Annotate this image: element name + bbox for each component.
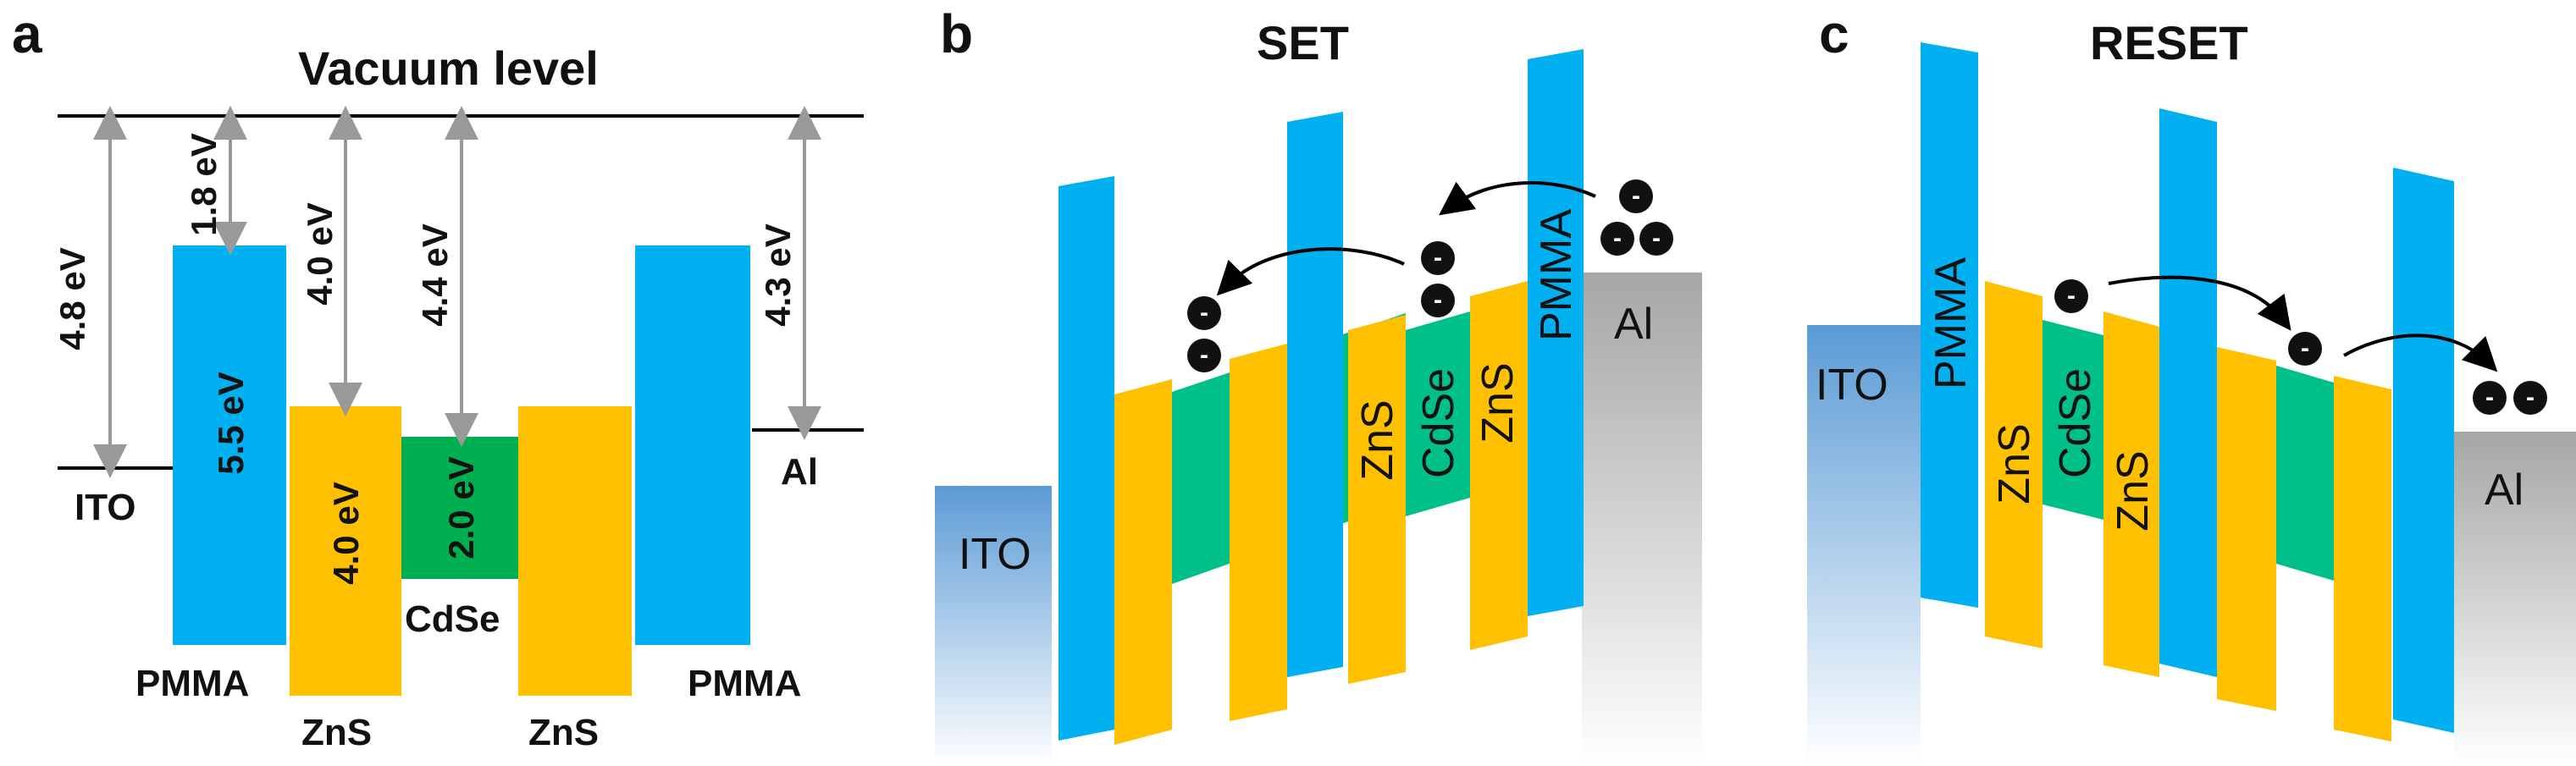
al-electrode-c — [2454, 432, 2576, 766]
electron-c2: - — [2288, 332, 2322, 366]
hop-arrow-b2 — [1439, 181, 1596, 216]
panel-b-letter: b — [940, 3, 973, 64]
pmma-left-label: PMMA — [135, 663, 249, 704]
ito-electrode-c — [1807, 325, 1921, 766]
zns-band-1 — [1114, 379, 1172, 745]
electron-b2: - — [1187, 339, 1221, 372]
electron-b6: - — [1600, 222, 1634, 256]
vacuum-level-title: Vacuum level — [298, 41, 599, 95]
svg-text:-: - — [1652, 224, 1661, 252]
svg-text:-: - — [1434, 244, 1442, 272]
pmma-barrier-c3 — [2393, 168, 2454, 733]
cdse-label-c: CdSe — [2051, 368, 2100, 478]
pmma-right-label: PMMA — [688, 663, 801, 704]
pmma-label-b: PMMA — [1532, 209, 1581, 341]
zns-band-c2 — [2103, 311, 2159, 677]
zns-gap-label: 4.0 eV — [326, 482, 366, 584]
zns-band-4 — [1470, 281, 1528, 650]
ito-electrode — [935, 486, 1052, 766]
zns-left-label: ZnS — [301, 712, 372, 753]
cdse-affinity-label: 4.4 eV — [415, 223, 455, 326]
svg-text:-: - — [1632, 182, 1640, 210]
pmma-barrier-2 — [1287, 112, 1343, 677]
al-workfunction-label: 4.3 eV — [758, 223, 798, 326]
cdse-gap-label: 2.0 eV — [441, 456, 481, 559]
cdse-label: CdSe — [405, 598, 500, 640]
svg-text:-: - — [1613, 224, 1622, 252]
pmma-barrier-1 — [1059, 176, 1114, 741]
ito-workfunction-label: 4.8 eV — [53, 247, 92, 350]
cdse-band — [401, 437, 518, 579]
zns-band-c1 — [1985, 281, 2043, 648]
hop-arrow-c1 — [2108, 275, 2291, 331]
hop-arrow-b1 — [1216, 247, 1405, 296]
al-electrode — [1582, 273, 1702, 766]
hop-arrow-c2 — [2343, 333, 2498, 372]
zns-label-b2: ZnS — [1473, 362, 1523, 443]
pmma-gap-label: 5.5 eV — [211, 372, 251, 474]
zns-left-band — [290, 406, 401, 696]
pmma-barrier-c1 — [1921, 42, 1978, 608]
pmma-left-band — [173, 245, 286, 645]
electron-b7: - — [1639, 222, 1673, 256]
svg-text:-: - — [2526, 383, 2535, 411]
svg-text:-: - — [1200, 341, 1208, 369]
zns-band-c4 — [2334, 376, 2391, 741]
panel-a-letter: a — [12, 3, 42, 64]
cdse-band-c2 — [2276, 366, 2334, 581]
ito-label-b: ITO — [959, 530, 1031, 579]
al-label: Al — [781, 451, 818, 493]
ito-label-c: ITO — [1816, 361, 1888, 410]
ito-label: ITO — [75, 487, 136, 528]
zns-affinity-label: 4.0 eV — [300, 202, 340, 305]
cdse-label-b: CdSe — [1414, 368, 1463, 478]
panel-a: a Vacuum level 4.8 eV 1.8 eV 4.0 eV 4.4 … — [12, 3, 864, 753]
electron-b4: - — [1421, 284, 1455, 317]
electron-c1: - — [2054, 279, 2088, 313]
zns-label-c2: ZnS — [2109, 450, 2158, 531]
zns-band-3 — [1348, 315, 1406, 684]
al-label-b: Al — [1614, 300, 1653, 349]
pmma-barrier-3 — [1528, 49, 1584, 616]
svg-text:-: - — [2301, 334, 2309, 362]
electron-b5: - — [1619, 179, 1653, 213]
electron-c3: - — [2473, 381, 2507, 415]
zns-band-2 — [1230, 344, 1287, 721]
svg-text:-: - — [2067, 282, 2076, 310]
svg-text:-: - — [2485, 383, 2494, 411]
pmma-right-band — [635, 245, 750, 645]
electron-b3: - — [1421, 241, 1455, 275]
cdse-band-2 — [1406, 311, 1470, 516]
zns-band-c3 — [2217, 347, 2276, 711]
cdse-band-c1 — [2043, 320, 2103, 520]
zns-label-b1: ZnS — [1353, 400, 1402, 480]
reset-title: RESET — [2090, 16, 2248, 69]
svg-text:-: - — [1434, 286, 1442, 314]
al-label-c: Al — [2485, 466, 2523, 515]
zns-label-c1: ZnS — [1990, 423, 2039, 504]
svg-text:-: - — [1200, 299, 1208, 327]
pmma-label-c: PMMA — [1926, 257, 1976, 389]
panel-b: b SET ITO Al ZnS CdSe ZnS PMMA - - - - -… — [935, 3, 1702, 766]
electron-b1: - — [1187, 296, 1221, 330]
pmma-barrier-c2 — [2159, 108, 2217, 677]
zns-right-label: ZnS — [528, 712, 599, 753]
zns-right-band — [518, 406, 632, 696]
set-title: SET — [1257, 16, 1349, 69]
electron-c4: - — [2513, 381, 2547, 415]
pmma-affinity-label: 1.8 eV — [184, 133, 224, 235]
panel-c-letter: c — [1819, 3, 1849, 64]
panel-c: c RESET ITO Al PMMA ZnS CdSe ZnS - - - - — [1807, 3, 2576, 766]
